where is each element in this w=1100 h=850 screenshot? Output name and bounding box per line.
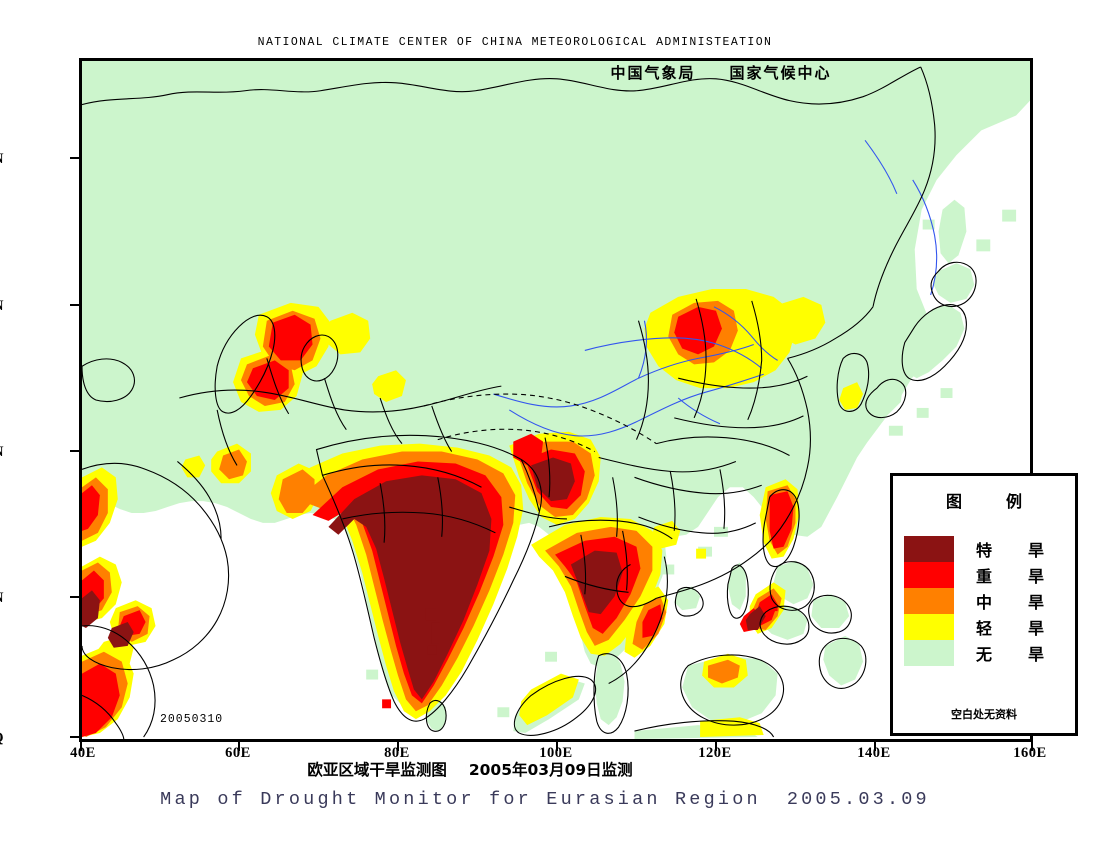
xtick-label-40e: 40E: [70, 745, 96, 761]
legend-swatch-severe-drought: [904, 562, 954, 588]
drought-map-svg: [82, 61, 1030, 739]
map-date-stamp: 20050310: [160, 713, 224, 726]
coastline-borders: [82, 66, 977, 739]
legend-item-light-drought[interactable]: 轻 旱: [904, 614, 1075, 640]
ytick-mark-eq: [70, 736, 79, 738]
ytick-mark-60n: [70, 157, 79, 159]
title-chinese: 欧亚区域干旱监测图 2005年03月09日监测: [0, 758, 1100, 780]
legend-label-severe-drought: 重 旱: [976, 567, 1055, 586]
xtick-mark-120e: [715, 742, 717, 751]
legend-swatch-no-drought: [904, 640, 954, 666]
legend-item-extreme-drought[interactable]: 特 旱: [904, 536, 1075, 562]
legend-label-no-drought: 无 旱: [976, 645, 1055, 664]
legend-label-extreme-drought: 特 旱: [976, 541, 1055, 560]
xtick-mark-100e: [556, 742, 558, 751]
xtick-mark-140e: [874, 742, 876, 751]
xtick-mark-60e: [238, 742, 240, 751]
ytick-mark-45n: [70, 304, 79, 306]
ytick-label-45n: 45N: [0, 298, 4, 315]
xtick-label-80e: 80E: [384, 745, 410, 761]
title-english: Map of Drought Monitor for Eurasian Regi…: [0, 789, 1100, 810]
ytick-mark-15n: [70, 596, 79, 598]
legend-no-data-note: 空白处无资料: [951, 708, 1017, 721]
xtick-mark-160e: [1031, 742, 1033, 751]
ytick-label-30n: 30N: [0, 444, 4, 461]
xtick-mark-40e: [80, 742, 82, 751]
drought-zone-extreme: [82, 457, 766, 700]
title-english-main: Map of Drought Monitor for Eurasian Regi…: [160, 789, 761, 810]
map-canvas: [82, 61, 1030, 739]
agency-header-english: NATIONAL CLIMATE CENTER OF CHINA METEORO…: [257, 36, 773, 49]
legend-swatch-moderate-drought: [904, 588, 954, 614]
legend-item-severe-drought[interactable]: 重 旱: [904, 562, 1075, 588]
xtick-label-60e: 60E: [225, 745, 251, 761]
legend-swatch-extreme-drought: [904, 536, 954, 562]
legend-label-moderate-drought: 中 旱: [976, 593, 1055, 612]
legend-panel: 图 例 特 旱 重 旱 中 旱 轻 旱 无 旱 空白处无资料: [890, 473, 1078, 736]
title-chinese-main: 欧亚区域干旱监测图: [307, 761, 447, 779]
legend-item-moderate-drought[interactable]: 中 旱: [904, 588, 1075, 614]
xtick-label-140e: 140E: [857, 745, 891, 761]
ytick-label-60n: 60N: [0, 151, 4, 168]
title-chinese-date: 2005年03月09日监测: [468, 761, 633, 779]
legend-items: 特 旱 重 旱 中 旱 轻 旱 无 旱: [893, 536, 1075, 666]
ytick-label-eq: EQ: [0, 730, 4, 747]
xtick-label-160e: 160E: [1013, 745, 1047, 761]
title-english-date: 2005.03.09: [786, 789, 930, 810]
xtick-mark-80e: [397, 742, 399, 751]
agency-header-chinese: 中国气象局 国家气候中心: [610, 64, 832, 82]
river-lines: [493, 139, 938, 437]
ytick-mark-30n: [70, 450, 79, 452]
legend-title: 图 例: [945, 492, 1036, 511]
map-frame: 20050310: [79, 58, 1033, 742]
legend-swatch-light-drought: [904, 614, 954, 640]
xtick-label-100e: 100E: [539, 745, 573, 761]
legend-item-no-drought[interactable]: 无 旱: [904, 640, 1075, 666]
ytick-label-15n: 15N: [0, 590, 4, 607]
xtick-label-120e: 120E: [698, 745, 732, 761]
legend-label-light-drought: 轻 旱: [976, 619, 1055, 638]
